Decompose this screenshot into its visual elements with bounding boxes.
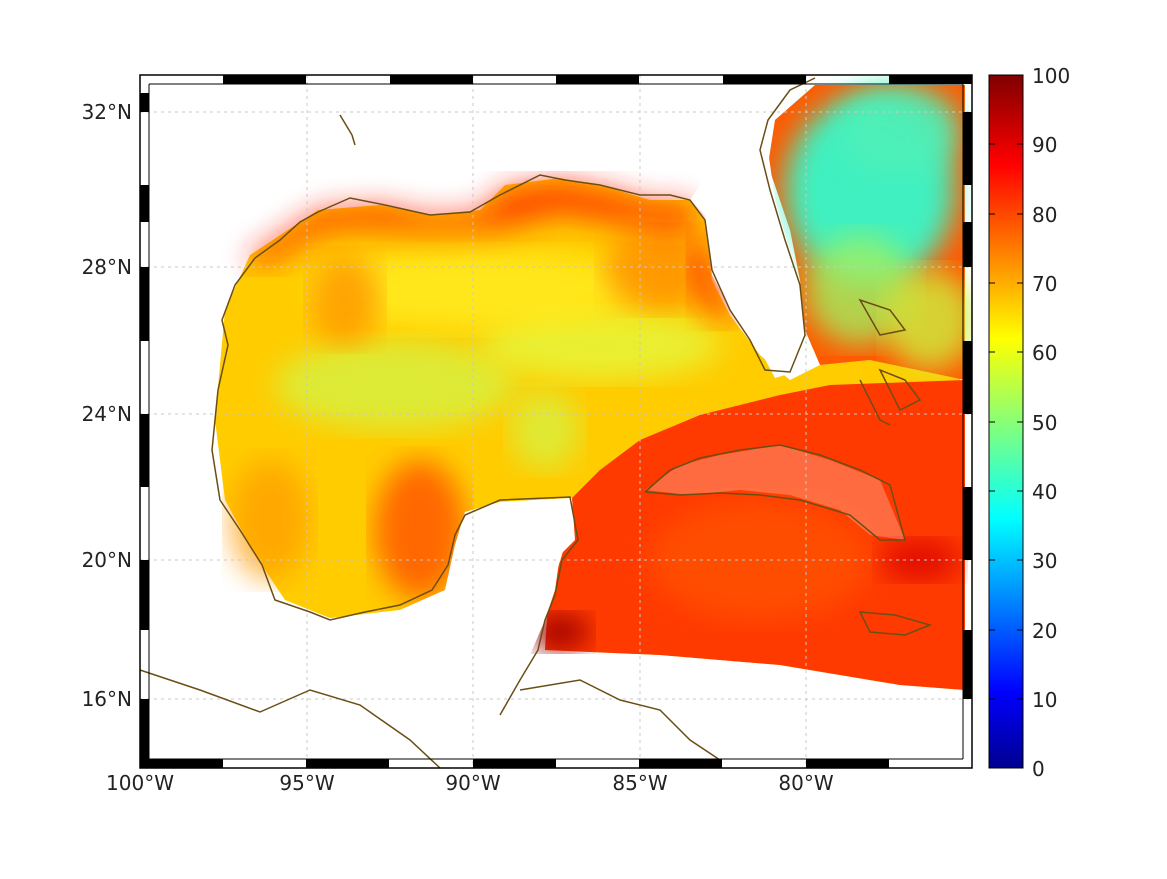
y-axis-labels: 32°N 28°N 24°N 20°N 16°N — [82, 100, 132, 711]
y-tick-label: 16°N — [82, 687, 132, 711]
colorbar-labels: 100 90 80 70 60 50 40 30 20 10 0 — [1032, 64, 1070, 781]
colorbar-tick-label: 90 — [1032, 133, 1057, 157]
colorbar-tick-label: 10 — [1032, 688, 1057, 712]
colorbar-tick-label: 50 — [1032, 411, 1057, 435]
y-tick-label: 32°N — [82, 100, 132, 124]
x-axis-labels: 100°W 95°W 90°W 85°W 80°W — [106, 771, 834, 795]
y-tick-label: 24°N — [82, 402, 132, 426]
cuba-land — [645, 445, 905, 540]
coastlines — [139, 77, 933, 769]
x-tick-label: 95°W — [279, 771, 334, 795]
y-tick-label: 28°N — [82, 255, 132, 279]
data-field — [215, 80, 972, 700]
x-tick-label: 90°W — [445, 771, 500, 795]
colorbar-tick-label: 60 — [1032, 341, 1057, 365]
colorbar-tick-label: 30 — [1032, 549, 1057, 573]
colorbar: 100 90 80 70 60 50 40 30 20 10 0 — [988, 64, 1070, 781]
yucatan-land — [300, 498, 575, 700]
x-tick-label: 100°W — [106, 771, 174, 795]
colorbar-tick-label: 100 — [1032, 64, 1070, 88]
colorbar-tick-label: 40 — [1032, 480, 1057, 504]
y-tick-label: 20°N — [82, 548, 132, 572]
colorbar-tick-label: 20 — [1032, 619, 1057, 643]
map-frame — [139, 74, 973, 769]
colorbar-tick-label: 70 — [1032, 272, 1057, 296]
florida-land — [690, 80, 815, 378]
graticule — [140, 75, 972, 768]
x-tick-label: 80°W — [778, 771, 833, 795]
x-tick-label: 85°W — [612, 771, 667, 795]
colorbar-tick-label: 80 — [1032, 203, 1057, 227]
colorbar-tick-label: 0 — [1032, 757, 1045, 781]
